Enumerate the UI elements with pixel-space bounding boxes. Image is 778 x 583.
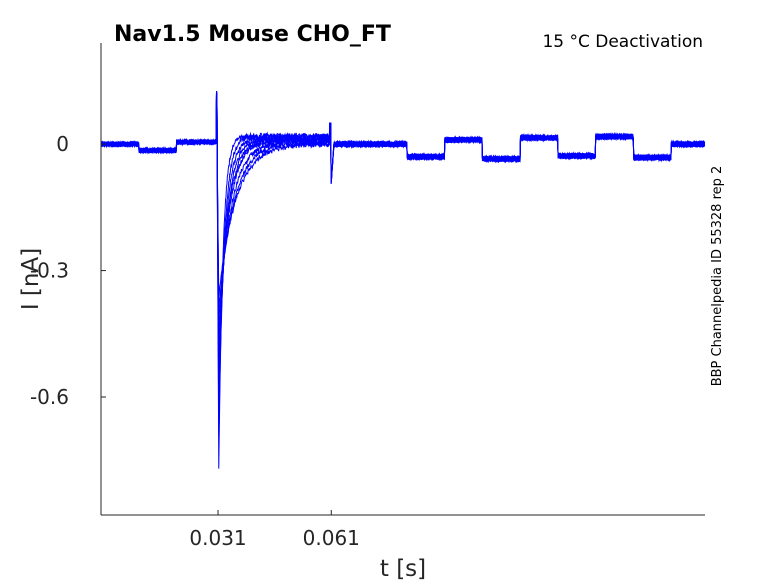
sweep-trace-7 [101, 91, 705, 322]
y-ticks: 0 -0.3 -0.6 [30, 132, 106, 409]
y-tick-label: -0.6 [30, 385, 69, 409]
sweep-trace-9 [101, 91, 705, 296]
x-ticks: 0.031 0.061 [189, 510, 360, 550]
trace-group [101, 91, 705, 469]
y-tick-label: 0 [56, 132, 69, 156]
sweep-trace-6 [101, 91, 705, 339]
sweep-trace-8 [101, 91, 705, 309]
sweep-trace-1 [101, 91, 705, 469]
x-tick-label: 0.031 [189, 526, 246, 550]
side-label: BBP Channelpedia ID 55328 rep 2 [710, 166, 725, 387]
chart-subtitle: 15 °C Deactivation [542, 32, 703, 52]
chart-title: Nav1.5 Mouse CHO_FT [114, 22, 391, 47]
x-tick-label: 0.061 [303, 526, 360, 550]
sweep-trace-5 [101, 91, 705, 355]
y-tick-label: -0.3 [30, 259, 69, 283]
x-axis-label: t [s] [380, 556, 426, 582]
y-axis-label: I [nA] [18, 248, 44, 310]
